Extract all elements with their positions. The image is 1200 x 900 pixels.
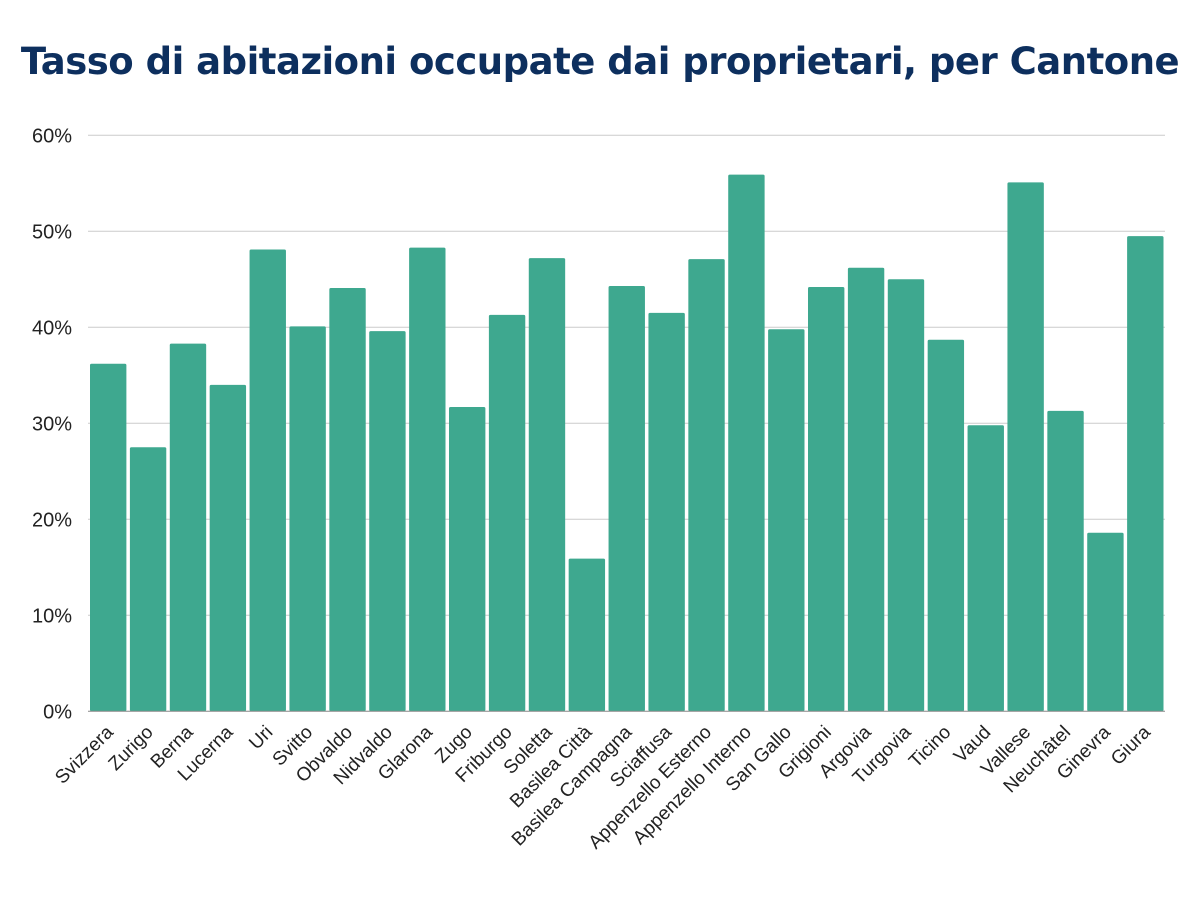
bar-zurigo <box>129 447 167 712</box>
bar-appenzello-esterno <box>688 259 725 712</box>
bar-basilea-campagna <box>608 286 645 712</box>
bar-svizzera <box>90 363 127 712</box>
x-tick-label: Zurigo <box>105 722 158 775</box>
bar-san-gallo <box>768 329 805 712</box>
y-tick-label: 10% <box>32 605 72 627</box>
y-tick-label: 40% <box>32 317 72 339</box>
bar-grigioni <box>808 286 845 712</box>
bar-berna <box>169 343 207 712</box>
bar-friburgo <box>488 314 526 712</box>
y-tick-label: 50% <box>32 221 72 243</box>
bar-argovia <box>847 267 885 712</box>
bar-uri <box>249 249 286 712</box>
bar-lucerna <box>209 384 247 712</box>
y-tick-label: 0% <box>43 701 72 723</box>
x-tick-label: Ticino <box>905 722 955 772</box>
bar-giura <box>1127 236 1164 712</box>
bar-obvaldo <box>329 287 366 712</box>
bar-vaud <box>967 425 1004 712</box>
bar-svitto <box>289 326 326 712</box>
bar-ginevra <box>1087 532 1124 712</box>
bar-soletta <box>528 258 566 712</box>
y-tick-label: 60% <box>32 125 72 147</box>
bar-zugo <box>449 406 486 712</box>
bar-neuchâtel <box>1047 410 1084 712</box>
bar-glarona <box>409 247 446 712</box>
x-tick-label: Giura <box>1107 722 1155 770</box>
bar-basilea-città <box>568 558 606 712</box>
bar-turgovia <box>887 279 925 712</box>
chart-title: Tasso di abitazioni occupate dai proprie… <box>20 40 1180 83</box>
bar-appenzello-interno <box>728 174 765 712</box>
x-tick-label: Svizzera <box>51 722 118 789</box>
bar-vallese <box>1007 182 1044 712</box>
x-tick-label: Uri <box>245 722 277 754</box>
y-tick-label: 20% <box>32 509 72 531</box>
bar-sciaffusa <box>648 312 685 712</box>
bar-nidvaldo <box>369 331 406 712</box>
y-tick-label: 30% <box>32 413 72 435</box>
bar-ticino <box>927 339 965 712</box>
